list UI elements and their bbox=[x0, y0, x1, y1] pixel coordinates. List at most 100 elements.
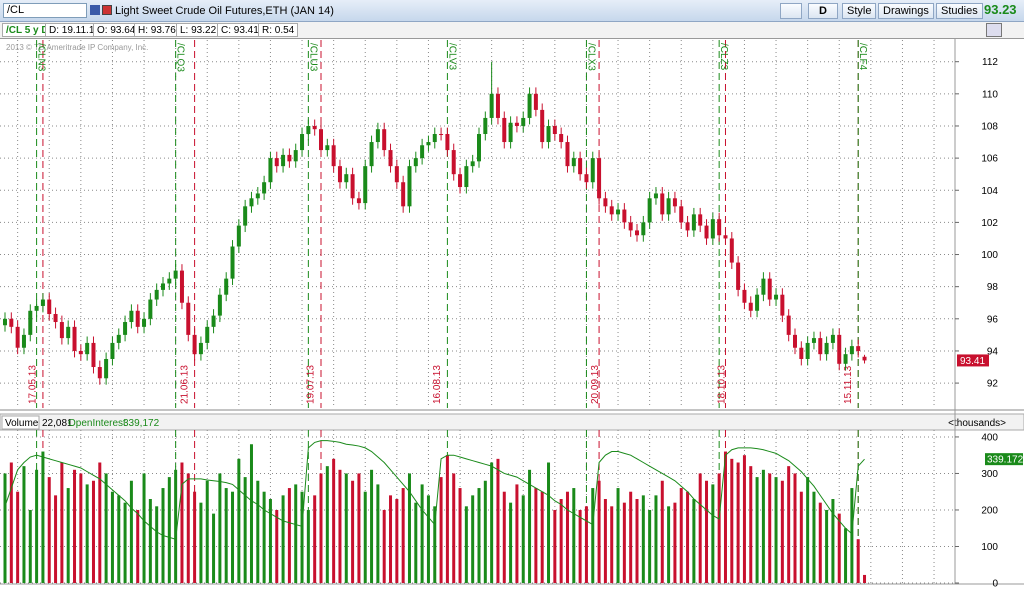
volume-bar bbox=[528, 469, 532, 583]
volume-bar bbox=[123, 502, 127, 583]
candle-body bbox=[597, 158, 602, 199]
candle-body bbox=[186, 302, 191, 335]
candle-body bbox=[660, 193, 665, 215]
y-tick-label: 200 bbox=[981, 505, 998, 516]
volume-bar bbox=[325, 466, 329, 583]
volume-bar bbox=[692, 499, 696, 583]
volume-bar bbox=[591, 488, 595, 583]
aggregation-button[interactable]: D bbox=[808, 3, 838, 19]
volume-bar bbox=[559, 499, 563, 583]
candle-body bbox=[66, 326, 71, 339]
candle-body bbox=[47, 299, 52, 314]
volume-bar bbox=[464, 506, 468, 583]
candle-body bbox=[464, 166, 469, 188]
candle-body bbox=[647, 198, 652, 223]
volume-bar bbox=[458, 488, 462, 583]
volume-bar bbox=[831, 499, 835, 583]
oi-label: OpenInterest bbox=[68, 418, 126, 429]
rollover-label: /CLN3 bbox=[36, 43, 47, 72]
volume-bar bbox=[414, 502, 418, 583]
volume-bar bbox=[515, 484, 519, 583]
drawings-button[interactable]: Drawings bbox=[878, 3, 934, 19]
candle-body bbox=[799, 347, 804, 359]
volume-bar bbox=[837, 513, 841, 583]
volume-bar bbox=[306, 509, 310, 583]
candle-body bbox=[337, 166, 342, 183]
volume-bar bbox=[565, 491, 569, 583]
volume-bar bbox=[363, 491, 367, 583]
link-icon[interactable] bbox=[102, 5, 112, 15]
volume-bar bbox=[136, 509, 140, 583]
volume-bar bbox=[332, 458, 336, 583]
style-button[interactable]: Style bbox=[842, 3, 877, 19]
volume-bar bbox=[635, 499, 639, 583]
candle-body bbox=[704, 225, 709, 239]
candle-body bbox=[173, 270, 178, 279]
candle-body bbox=[85, 342, 90, 355]
candle-body bbox=[824, 342, 829, 355]
candle-body bbox=[533, 93, 538, 110]
candle-body bbox=[217, 294, 222, 316]
candle-body bbox=[135, 310, 140, 327]
candle-body bbox=[230, 246, 235, 279]
candle-body bbox=[830, 334, 835, 343]
volume-bar bbox=[686, 491, 690, 583]
candle-body bbox=[167, 278, 172, 284]
candle-body bbox=[748, 302, 753, 311]
volume-bar bbox=[104, 473, 108, 583]
candle-body bbox=[767, 278, 772, 300]
volume-bar bbox=[654, 495, 658, 583]
candle-body bbox=[413, 158, 418, 167]
studies-button[interactable]: Studies bbox=[936, 3, 983, 19]
candle-body bbox=[862, 356, 867, 361]
settings-icon[interactable] bbox=[986, 23, 1002, 37]
candle-body bbox=[849, 346, 854, 355]
candle-body bbox=[742, 289, 747, 303]
volume-bar bbox=[338, 469, 342, 583]
candle-body bbox=[514, 122, 519, 126]
rollover-label: /CLF4 bbox=[857, 43, 868, 71]
candle-body bbox=[15, 326, 20, 348]
candle-body bbox=[729, 238, 734, 263]
volume-bar bbox=[54, 495, 58, 583]
candle-body bbox=[319, 129, 323, 151]
volume-bar bbox=[433, 506, 437, 583]
candle-body bbox=[793, 334, 797, 348]
y-tick-label: 98 bbox=[987, 282, 999, 293]
volume-bar bbox=[16, 491, 20, 583]
candle-body bbox=[249, 198, 254, 207]
volume-bar bbox=[180, 462, 184, 583]
candle-body bbox=[698, 214, 703, 226]
candle-body bbox=[312, 125, 317, 130]
candle-body bbox=[786, 315, 791, 335]
volume-bar bbox=[117, 495, 121, 583]
symbol-input[interactable]: /CL bbox=[3, 3, 87, 18]
symbol-menu-icon[interactable] bbox=[90, 5, 100, 15]
candle-body bbox=[774, 294, 779, 300]
volume-bar bbox=[370, 469, 374, 583]
candle-body bbox=[609, 206, 614, 215]
volume-bar bbox=[155, 506, 159, 583]
candle-body bbox=[502, 117, 507, 143]
candle-body bbox=[142, 318, 147, 327]
last-price-box bbox=[957, 354, 989, 367]
candle-body bbox=[420, 145, 425, 159]
candle-body bbox=[489, 93, 494, 118]
candle-body bbox=[97, 367, 102, 379]
y-tick-label: 0 bbox=[992, 579, 998, 589]
rollover-label: /CLV3 bbox=[446, 43, 457, 70]
candle-body bbox=[426, 142, 431, 146]
volume-bar bbox=[382, 509, 386, 583]
candle-body bbox=[458, 174, 463, 188]
candle-body bbox=[356, 198, 361, 204]
volume-bar bbox=[287, 488, 291, 583]
volume-bar bbox=[47, 477, 51, 583]
candle-body bbox=[388, 150, 393, 167]
candle-body bbox=[306, 125, 311, 135]
instrument-title: Light Sweet Crude Oil Futures,ETH (JAN 1… bbox=[115, 5, 334, 17]
tools-button[interactable] bbox=[780, 3, 802, 19]
volume-bar bbox=[167, 477, 171, 583]
candle-body bbox=[369, 142, 374, 167]
